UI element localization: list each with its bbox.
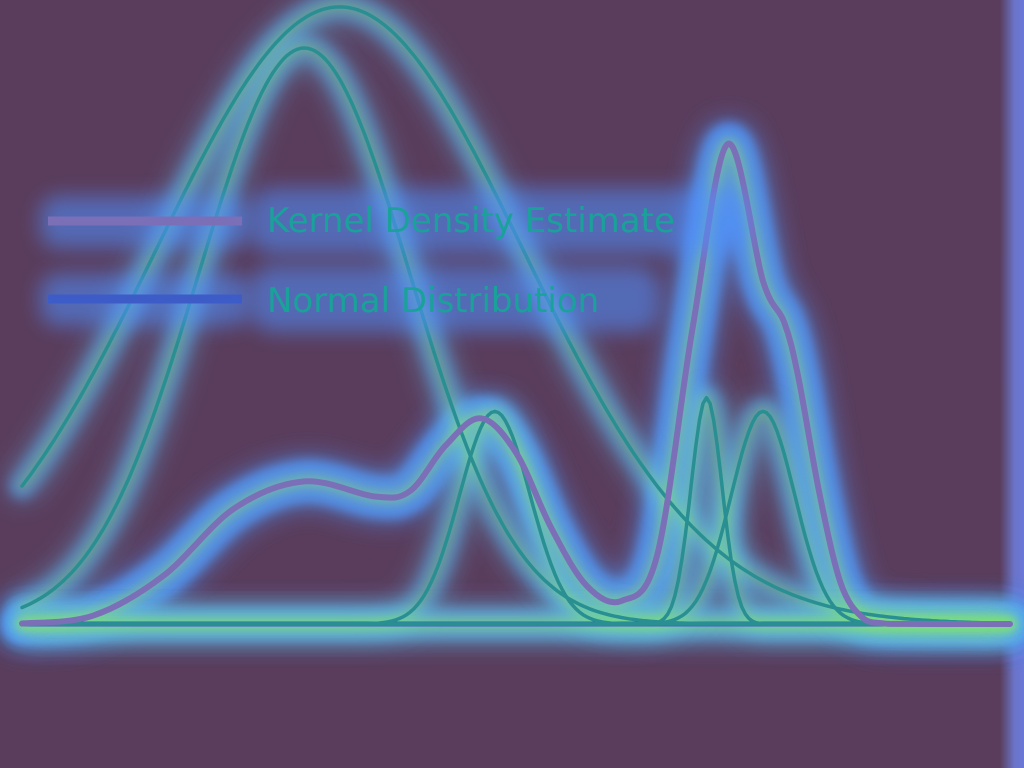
legend-glow — [250, 266, 660, 332]
normal-glow-0 — [9, 35, 1023, 637]
legend-glow — [250, 188, 750, 254]
legend-entry-normal: Normal Distribution — [40, 266, 660, 332]
kde-curve — [19, 140, 1013, 627]
legend-entry-kde: Kernel Density Estimate — [40, 188, 750, 254]
lines-layer — [19, 5, 1013, 627]
legend-label-kde: Kernel Density Estimate — [267, 201, 675, 241]
normal-curve-4 — [20, 409, 1012, 626]
legend-label-normal: Normal Distribution — [267, 281, 599, 321]
legend: Kernel Density Estimate Normal Distribut… — [40, 188, 750, 332]
